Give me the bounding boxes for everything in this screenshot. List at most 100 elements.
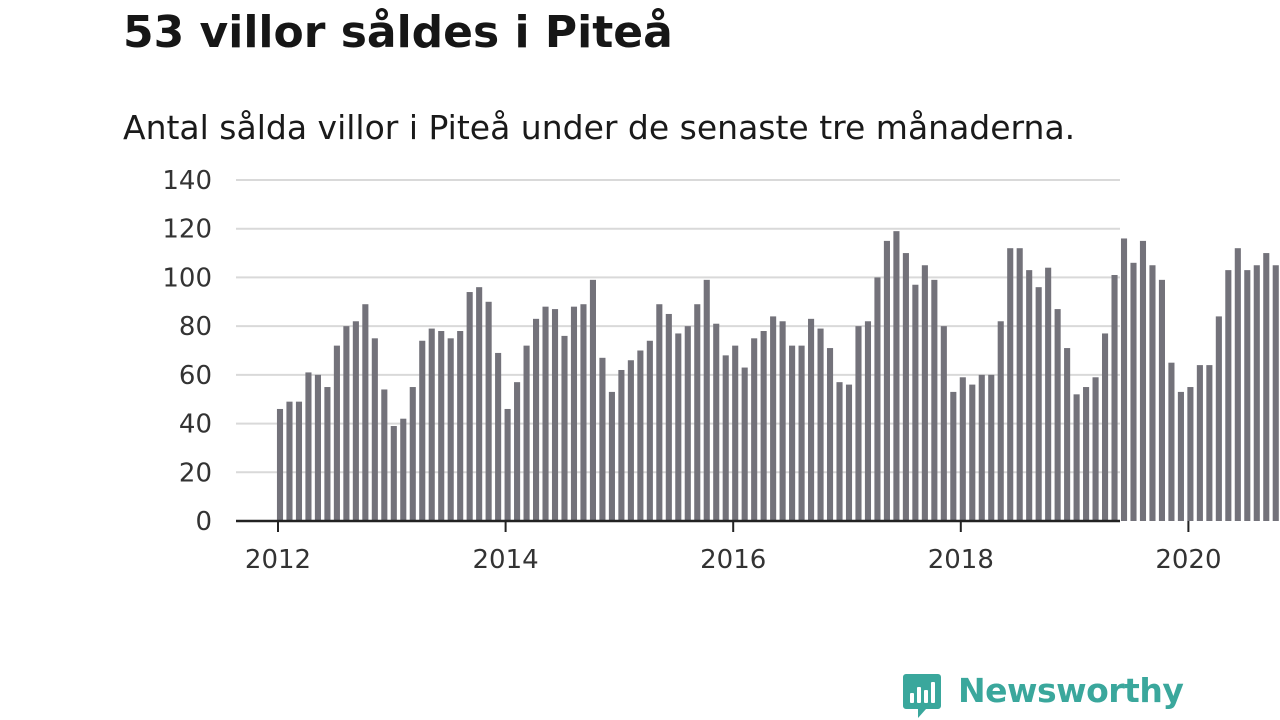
y-tick-label-20: 20 bbox=[179, 458, 212, 488]
bar bbox=[741, 367, 748, 521]
y-tick-label-40: 40 bbox=[179, 410, 212, 440]
bar bbox=[514, 382, 521, 521]
bar bbox=[1026, 270, 1033, 521]
bar bbox=[1045, 267, 1052, 521]
bar bbox=[969, 384, 976, 521]
bar bbox=[1120, 238, 1128, 521]
bar bbox=[362, 304, 369, 521]
axes bbox=[236, 519, 1190, 532]
bar bbox=[1073, 394, 1080, 521]
bar bbox=[893, 231, 900, 521]
bar bbox=[817, 328, 824, 521]
bar bbox=[409, 387, 416, 521]
x-tick-label-2020: 2020 bbox=[1155, 545, 1221, 575]
bar bbox=[1215, 316, 1222, 521]
brand-name: Newsworthy bbox=[958, 671, 1184, 710]
bar bbox=[1225, 270, 1232, 521]
bar bbox=[855, 326, 862, 521]
bar bbox=[1149, 265, 1156, 521]
bar bbox=[789, 345, 796, 521]
bar bbox=[950, 391, 957, 521]
bar bbox=[1092, 377, 1099, 521]
bar bbox=[1187, 387, 1194, 521]
bar bbox=[959, 377, 966, 521]
tick-labels: 0204060801001201405320122014201620182020… bbox=[162, 166, 1221, 575]
bar bbox=[656, 304, 663, 521]
bar bbox=[1234, 248, 1241, 521]
bar bbox=[703, 279, 710, 521]
bar bbox=[902, 253, 909, 521]
bar bbox=[997, 321, 1004, 521]
bar bbox=[940, 326, 947, 521]
bar bbox=[931, 279, 938, 521]
bar bbox=[542, 306, 549, 521]
bars bbox=[276, 231, 1279, 521]
bar bbox=[333, 345, 340, 521]
bar bbox=[1158, 279, 1165, 521]
bar bbox=[523, 345, 530, 521]
bar bbox=[580, 304, 587, 521]
bar bbox=[988, 374, 995, 521]
bar bbox=[608, 391, 615, 521]
bar bbox=[457, 331, 464, 521]
bar bbox=[665, 313, 672, 521]
bar bbox=[618, 369, 625, 521]
bar bbox=[1054, 309, 1061, 521]
bar bbox=[1272, 265, 1279, 521]
bar bbox=[476, 287, 483, 521]
bar bbox=[428, 328, 435, 521]
bar bbox=[646, 340, 653, 521]
bar bbox=[1007, 248, 1014, 521]
bar bbox=[921, 265, 928, 521]
bar bbox=[295, 401, 303, 521]
bar bbox=[1168, 362, 1175, 521]
bar bbox=[1130, 262, 1137, 521]
bar bbox=[589, 279, 596, 521]
bar bbox=[675, 333, 682, 521]
y-tick-label-120: 120 bbox=[162, 215, 212, 245]
bar bbox=[447, 338, 454, 521]
bar bbox=[779, 321, 786, 521]
bar bbox=[808, 318, 815, 521]
chart-title: 53 villor såldes i Piteå bbox=[123, 7, 673, 58]
bar bbox=[864, 321, 872, 521]
bar bbox=[732, 345, 739, 521]
y-tick-label-80: 80 bbox=[179, 312, 212, 342]
bar bbox=[751, 338, 758, 521]
bar bbox=[324, 387, 331, 521]
bar bbox=[637, 350, 644, 521]
bar bbox=[561, 335, 568, 521]
bar bbox=[438, 331, 445, 521]
bar bbox=[883, 240, 890, 521]
bar bbox=[1139, 240, 1147, 521]
bar bbox=[599, 357, 606, 521]
bar bbox=[276, 408, 284, 521]
bar bbox=[371, 338, 378, 521]
y-tick-label-60: 60 bbox=[179, 361, 212, 391]
bar bbox=[798, 345, 805, 521]
bar bbox=[836, 382, 843, 521]
bar bbox=[713, 323, 720, 521]
bar bbox=[1196, 365, 1203, 521]
bar bbox=[1177, 391, 1184, 521]
y-tick-label-100: 100 bbox=[162, 263, 212, 293]
bar bbox=[1016, 248, 1023, 521]
bar bbox=[1102, 333, 1109, 521]
bar bbox=[978, 374, 985, 521]
bar bbox=[551, 309, 559, 521]
bar bbox=[760, 331, 767, 521]
bar bbox=[845, 384, 853, 521]
x-tick-label-2018: 2018 bbox=[928, 545, 994, 575]
x-tick-label-2014: 2014 bbox=[473, 545, 539, 575]
bar bbox=[1083, 387, 1090, 521]
bar bbox=[1035, 287, 1042, 521]
y-tick-label-0: 0 bbox=[195, 507, 212, 537]
bar bbox=[352, 321, 359, 521]
bar bbox=[874, 277, 881, 521]
bar bbox=[314, 374, 321, 521]
x-tick-label-2012: 2012 bbox=[245, 545, 311, 575]
bar bbox=[1253, 265, 1260, 521]
bar bbox=[400, 418, 407, 521]
bar bbox=[1206, 365, 1213, 521]
